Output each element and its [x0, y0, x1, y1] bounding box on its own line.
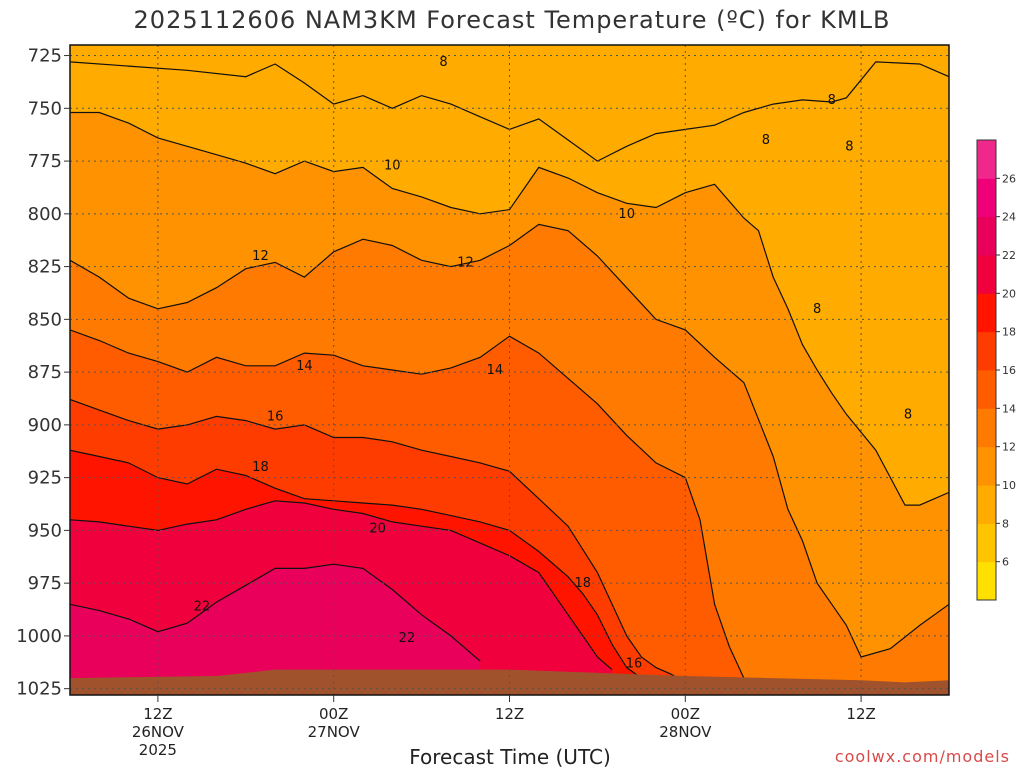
- contour-label: 12: [457, 255, 474, 270]
- isotherm-12: [70, 223, 949, 658]
- colorbar-tick-label: 6: [1002, 556, 1009, 569]
- contour-label: 8: [813, 302, 821, 317]
- y-tick-label: 800: [28, 204, 62, 225]
- x-tick-label: 00Z: [671, 705, 700, 723]
- colorbar-swatch: [977, 140, 996, 179]
- isotherm-16: [70, 398, 686, 683]
- x-tick-label: 27NOV: [308, 723, 361, 741]
- colorbar-tick-label: 24: [1002, 211, 1016, 224]
- y-tick-label: 1000: [16, 626, 62, 647]
- colorbar-tick-label: 22: [1002, 249, 1016, 262]
- colorbar-swatch: [977, 331, 996, 371]
- x-tick-label: 28NOV: [659, 723, 712, 741]
- colorbar-swatch: [977, 293, 996, 333]
- grid: [70, 45, 949, 695]
- contour-label: 14: [487, 363, 504, 378]
- temperature-band-22: [70, 564, 481, 695]
- contour-label: 10: [384, 158, 401, 173]
- x-tick-label: 12Z: [143, 705, 172, 723]
- colorbar-swatch: [977, 446, 996, 486]
- colorbar-tick-label: 8: [1002, 517, 1009, 530]
- contour-label: 10: [618, 207, 635, 222]
- y-tick-label: 900: [28, 415, 62, 436]
- colorbar-swatch: [977, 523, 996, 563]
- contour-label: 22: [194, 599, 211, 614]
- colorbar-swatch: [977, 178, 996, 218]
- isotherm-20: [70, 500, 613, 671]
- contour-label: 16: [267, 409, 284, 424]
- colorbar-tick-label: 18: [1002, 326, 1016, 339]
- y-tick-label: 1025: [16, 679, 62, 700]
- y-tick-label: 850: [28, 309, 62, 330]
- x-tick-label: 12Z: [495, 705, 524, 723]
- colorbar-swatch: [977, 561, 996, 601]
- isotherm-14: [70, 329, 759, 695]
- contour-label: 8: [828, 93, 836, 108]
- y-tick-label: 975: [28, 573, 62, 594]
- contour-label: 12: [252, 249, 269, 264]
- colorbar-tick-label: 12: [1002, 441, 1016, 454]
- colorbar-swatch: [977, 370, 996, 409]
- contour-label: 8: [845, 139, 853, 154]
- contour-label: 16: [626, 656, 643, 671]
- contour-label: 18: [252, 460, 269, 475]
- y-tick-label: 950: [28, 520, 62, 541]
- colorbar-tick-label: 10: [1002, 479, 1016, 492]
- isotherm-10: [70, 111, 949, 506]
- contour-label: 14: [296, 359, 313, 374]
- colorbar-swatch: [977, 255, 996, 294]
- contour-label: 18: [574, 576, 591, 591]
- plot-area: [70, 45, 949, 695]
- x-tick-label: 26NOV: [132, 723, 185, 741]
- credit-text: coolwx.com/models: [835, 747, 1010, 766]
- y-tick-label: 925: [28, 468, 62, 489]
- contour-label: 22: [399, 631, 416, 646]
- contour-label: 8: [762, 133, 770, 148]
- x-axis-label: Forecast Time (UTC): [409, 745, 611, 768]
- colorbar-tick-label: 16: [1002, 364, 1016, 377]
- contour-label: 8: [904, 407, 912, 422]
- colorbar-tick-label: 14: [1002, 402, 1016, 415]
- colorbar-swatch: [977, 408, 996, 448]
- colorbar-tick-label: 20: [1002, 287, 1016, 300]
- x-tick-label: 2025: [139, 741, 177, 759]
- x-tick-label: 12Z: [846, 705, 875, 723]
- colorbar: 6 8 10 12 14 16 18 20 22 24 26: [976, 139, 1016, 601]
- isotherm-22: [70, 563, 481, 662]
- chart-title: 2025112606 NAM3KM Forecast Temperature (…: [134, 6, 891, 34]
- colorbar-swatch: [977, 485, 996, 524]
- y-axis: 725 750 775 800 825 850 875 900 925 950 975 1000 102…: [16, 46, 70, 700]
- y-tick-label: 875: [28, 362, 62, 383]
- y-tick-label: 825: [28, 257, 62, 278]
- contour-labels: 8 8 8 8 8 8 10 10 12 12 14 14 16 18 20 22 22 18 16: [194, 55, 913, 671]
- x-tick-label: 00Z: [319, 705, 348, 723]
- contour-label: 8: [439, 55, 447, 70]
- colorbar-swatch: [977, 216, 996, 256]
- isotherm-18: [70, 449, 642, 679]
- y-tick-label: 750: [28, 98, 62, 119]
- y-tick-label: 775: [28, 151, 62, 172]
- isotherm-8: [70, 61, 949, 162]
- y-tick-label: 725: [28, 46, 62, 67]
- colorbar-tick-label: 26: [1002, 172, 1016, 185]
- contour-label: 20: [369, 521, 386, 536]
